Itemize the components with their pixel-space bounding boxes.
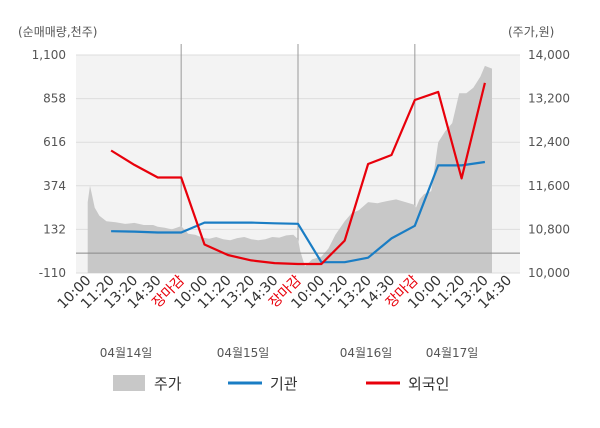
date-label: 04월14일 bbox=[100, 346, 153, 360]
date-label: 04월17일 bbox=[426, 346, 479, 360]
legend-label-foreign: 외국인 bbox=[408, 375, 449, 393]
investor-lines-layer bbox=[110, 82, 486, 266]
price-area-layer bbox=[87, 65, 493, 274]
date-label: 04월15일 bbox=[217, 346, 270, 360]
institution-line bbox=[111, 160, 486, 264]
left-tick-label: 858 bbox=[43, 92, 66, 106]
date-labels: 04월14일 04월15일 04월16일 04월17일 bbox=[100, 346, 479, 360]
left-axis-title: (순매매량,천주) bbox=[18, 24, 97, 39]
left-tick-label: 374 bbox=[43, 179, 66, 193]
right-tick-label: 11,600 bbox=[528, 179, 570, 193]
right-tick-label: 13,200 bbox=[528, 92, 570, 106]
left-axis-ticks: 1,100 858 616 374 132 -110 bbox=[32, 48, 66, 280]
right-axis-ticks: 14,000 13,200 12,400 11,600 10,800 10,000 bbox=[528, 48, 570, 280]
right-tick-label: 12,400 bbox=[528, 135, 570, 149]
price-area bbox=[87, 65, 493, 274]
foreign-line bbox=[110, 82, 486, 266]
date-label: 04월16일 bbox=[340, 346, 393, 360]
legend: 주가 기관 외국인 bbox=[113, 375, 449, 393]
legend-swatch-price bbox=[113, 375, 145, 391]
x-axis-ticks: 10:0011:2013:2014:30장마감10:0011:2013:2014… bbox=[55, 272, 515, 312]
right-tick-label: 10,000 bbox=[528, 266, 570, 280]
right-tick-label: 14,000 bbox=[528, 48, 570, 62]
left-tick-label: -110 bbox=[39, 266, 66, 280]
left-tick-label: 616 bbox=[43, 135, 66, 149]
left-tick-label: 132 bbox=[43, 222, 66, 236]
left-tick-label: 1,100 bbox=[32, 48, 66, 62]
right-tick-label: 10,800 bbox=[528, 222, 570, 236]
legend-label-institution: 기관 bbox=[270, 375, 298, 393]
legend-label-price: 주가 bbox=[154, 375, 182, 393]
right-axis-title: (주가,원) bbox=[508, 25, 554, 39]
